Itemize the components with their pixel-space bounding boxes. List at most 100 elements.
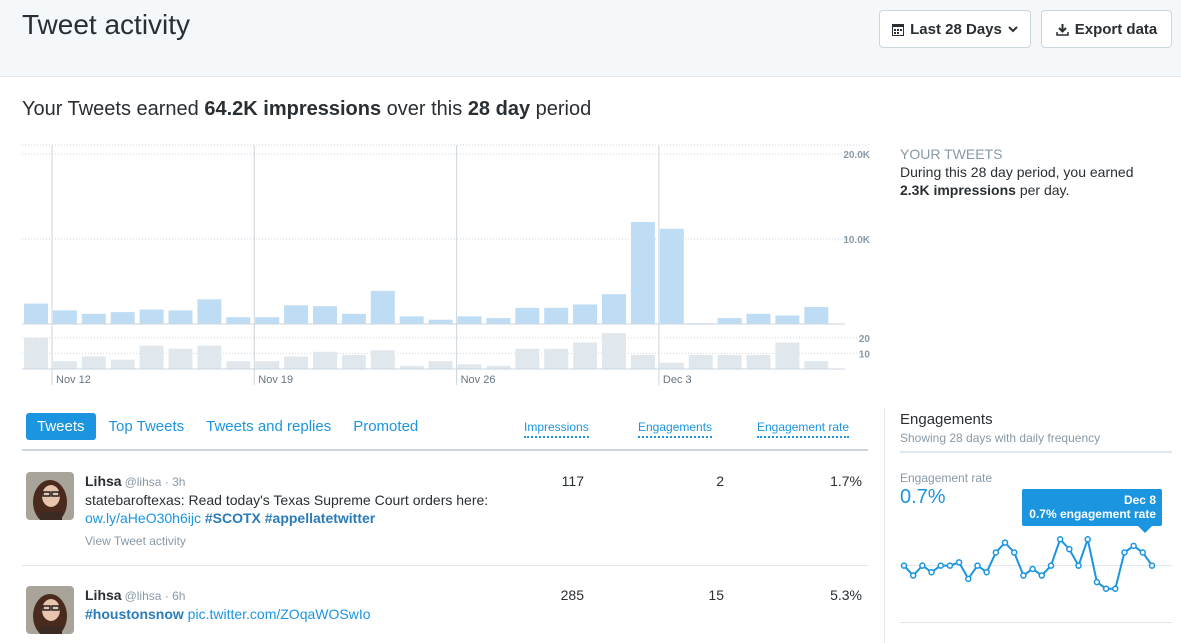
impressions-bar [52,310,77,324]
impressions-bar [775,315,800,324]
tweet-engagement-rate: 1.7% [830,473,862,489]
tweet-impressions: 117 [561,473,584,489]
impressions-bar [313,306,337,324]
engagement-rate-label: Engagement rate [900,471,993,485]
engagements-bar [52,361,77,369]
sparkline-point [1148,562,1156,569]
export-data-button[interactable]: Export data [1041,10,1172,48]
engagements-bar [659,362,684,369]
date-range-label: Last 28 Days [910,20,1002,38]
engagements-bar [81,356,106,369]
engagements-subtitle: Showing 28 days with daily frequency [900,431,1101,445]
impressions-bar [255,317,280,324]
sparkline-point [937,562,944,569]
tweet-body: statebaroftexas: Read today's Texas Supr… [85,492,489,508]
engagements-bottom-divider [900,622,1172,623]
engagements-bar [139,345,164,369]
impressions-bar [457,316,482,324]
date-range-dropdown[interactable]: Last 28 Days [879,10,1031,48]
tweet-author[interactable]: Lihsa @lihsa · 6h [85,587,185,603]
column-engagement-rate[interactable]: Engagement rate [757,420,850,438]
impressions-bar [428,319,453,324]
avatar[interactable] [26,586,74,634]
column-engagements[interactable]: Engagements [638,420,713,438]
column-impressions[interactable]: Impressions [524,420,589,438]
engagements-bar [24,337,48,369]
engagements-bar [284,356,309,369]
export-data-label: Export data [1074,20,1158,38]
author-meta: @lihsa · 3h [124,475,186,489]
impressions-summary: Your Tweets earned 64.2K impressions ove… [22,98,591,121]
view-tweet-activity-link[interactable]: View Tweet activity [85,534,186,548]
summary-suffix: period [530,98,592,120]
summary-middle: over this [381,98,468,120]
engagements-bar [515,348,540,369]
engagements-bar [544,348,569,369]
tweet-link[interactable]: pic.twitter.com/ZOqaWOSwIo [187,606,371,622]
author-name: Lihsa [85,473,122,489]
engagements-bar [573,342,598,369]
impressions-bar [544,307,569,324]
sparkline-point [1020,572,1027,579]
impressions-bar [659,228,684,324]
impressions-bar [24,303,48,324]
x-tick-label: Nov 12 [56,374,91,386]
engagements-bar [804,361,829,369]
sparkline-point [1139,549,1147,556]
hashtag-scotx[interactable]: #SCOTX [204,510,261,526]
x-tick-label: Nov 19 [258,374,293,386]
tweet-text: statebaroftexas: Read today's Texas Supr… [85,491,505,527]
engagements-bar [486,365,511,369]
impressions-bar [717,318,742,324]
tweet-author[interactable]: Lihsa @lihsa · 3h [85,473,185,489]
summary-period: 28 day [467,98,531,120]
tab-tweets-and-replies[interactable]: Tweets and replies [206,418,332,435]
tab-promoted[interactable]: Promoted [353,418,419,435]
daily-impressions: 2.3K impressions [900,182,1016,198]
engagements-bar [370,350,395,369]
daily-text-suffix: per day. [1015,182,1070,198]
impressions-bar [284,305,309,324]
engagement-rate-sparkline [900,535,1172,592]
tooltip-text: 0.7% engagement rate [1029,507,1156,521]
sparkline-point [1001,539,1009,546]
sparkline-point [1047,562,1055,569]
panel-border [884,408,885,643]
impressions-bar [341,313,366,324]
engagements-bar [226,361,251,369]
author-meta: @lihsa · 6h [124,589,186,603]
page-header: Tweet activity Last 28 Days Export data [0,0,1181,77]
tab-tweets[interactable]: Tweets [26,413,96,440]
impressions-bar [370,290,395,324]
impressions-bar [110,312,135,324]
download-icon [1055,23,1069,36]
engagements-bar [630,354,655,369]
sparkline-point [928,568,935,576]
engagements-title: Engagements [900,411,993,428]
y-tick-label: 10.0K [843,235,870,246]
hashtag-appellatetwitter[interactable]: #appellatetwitter [264,510,376,526]
impressions-bar [746,313,771,324]
sparkline-point [974,562,981,569]
engagement-tooltip: Dec 8 0.7% engagement rate [1022,489,1162,533]
tweet-impressions: 285 [560,587,584,603]
engagement-rate-value: 0.7% [900,486,946,508]
impressions-bar [486,318,511,324]
engagements-bar [688,354,713,369]
impressions-bar [226,317,251,324]
hashtag-houstonsnow[interactable]: #houstonsnow [85,606,184,622]
impressions-bar [399,316,424,324]
sparkline-point [1056,536,1064,543]
sparkline-point [1010,549,1018,556]
avatar[interactable] [26,472,74,520]
sparkline-line [903,535,1153,590]
tweet-link[interactable]: ow.ly/aHeO30h6ijc [85,510,201,526]
impressions-bar [630,222,655,324]
sparkline-point [1093,578,1101,586]
tweet-engagements: 2 [716,473,724,489]
author-name: Lihsa [85,587,122,603]
impressions-bar [168,310,193,324]
tab-top-tweets[interactable]: Top Tweets [108,418,185,435]
engagements-bar [746,354,771,369]
engagements-bar [457,364,482,369]
